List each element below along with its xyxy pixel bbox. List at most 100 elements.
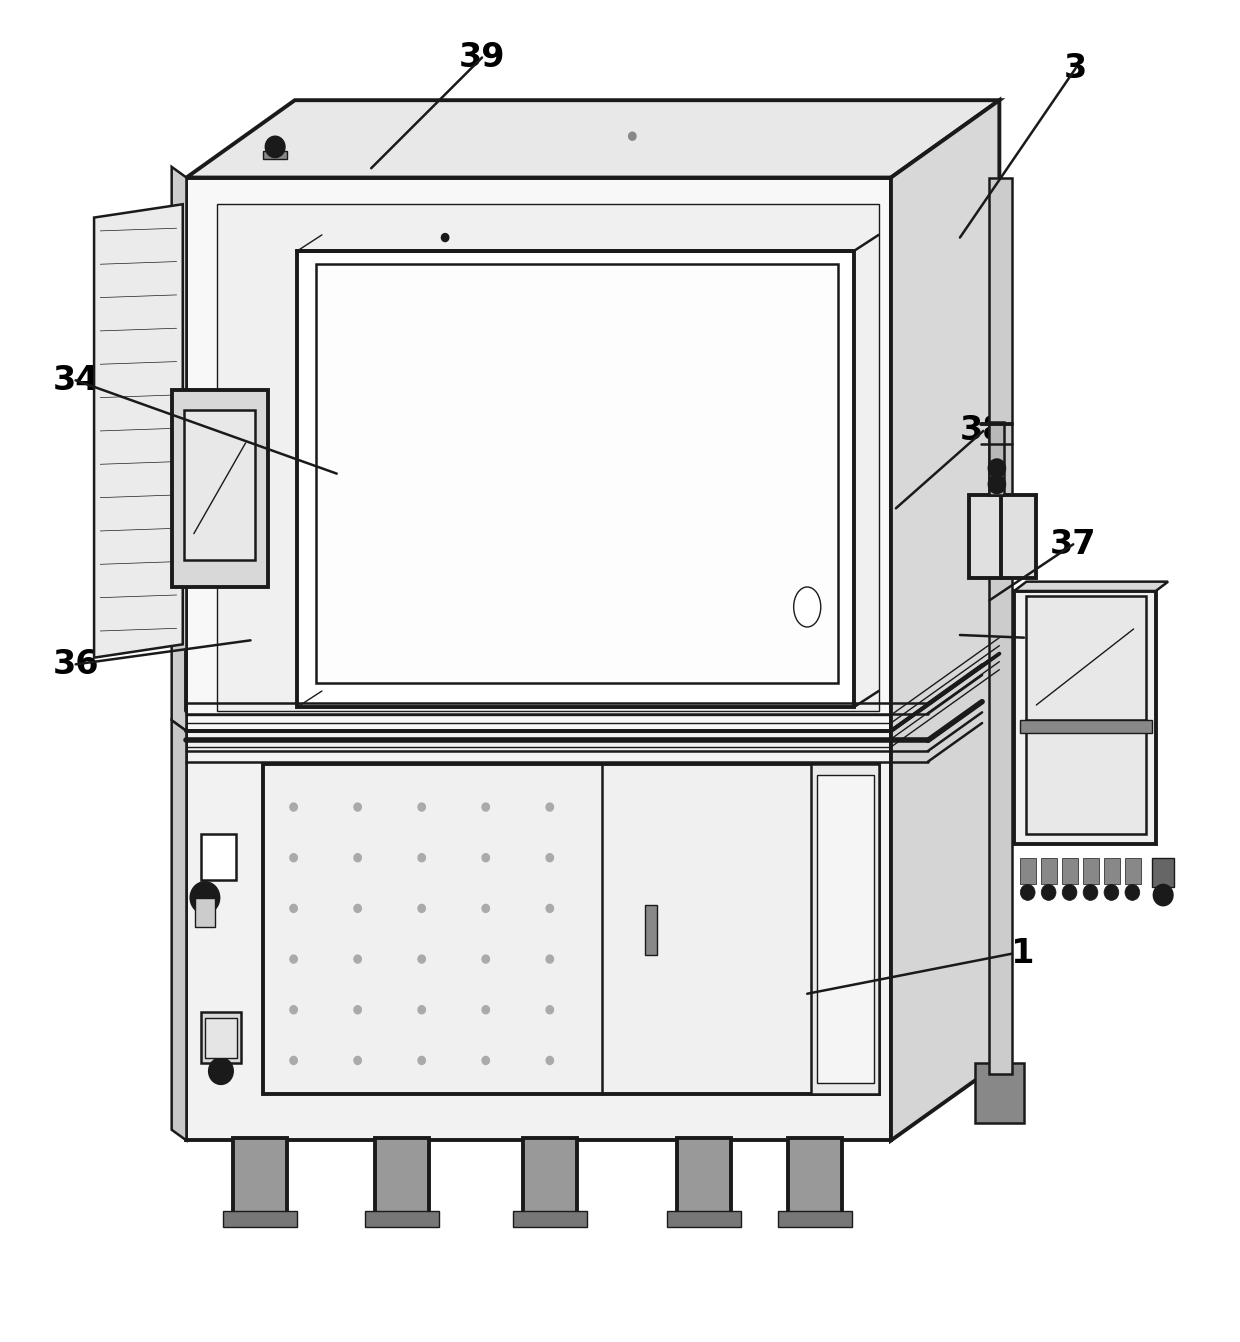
Circle shape [418,1056,425,1064]
Text: 36: 36 [52,648,99,680]
Circle shape [1104,884,1118,900]
Bar [1125,858,1141,884]
Circle shape [1063,884,1078,900]
Bar [667,1210,740,1227]
Bar [1021,719,1152,733]
Bar [201,833,236,880]
Circle shape [482,1005,490,1013]
Bar [223,1210,298,1227]
Circle shape [353,1056,361,1064]
Circle shape [1125,884,1140,900]
Polygon shape [171,166,186,731]
Bar [817,776,874,1083]
Bar [787,1138,842,1217]
Bar [811,765,879,1094]
Text: 35: 35 [1001,621,1048,654]
Circle shape [353,905,361,913]
Circle shape [190,882,219,914]
Circle shape [290,905,298,913]
Bar [1021,858,1037,884]
Circle shape [482,956,490,964]
Circle shape [546,803,553,811]
Circle shape [418,854,425,862]
Bar [1042,858,1058,884]
Bar [195,898,215,927]
Text: 3: 3 [1064,52,1087,85]
Circle shape [290,1005,298,1013]
Bar [316,264,838,683]
Circle shape [546,1005,553,1013]
Text: 39: 39 [459,42,506,74]
Circle shape [290,854,298,862]
Circle shape [418,803,425,811]
Polygon shape [1014,581,1168,590]
Bar [1027,719,1146,833]
Ellipse shape [794,586,821,627]
Bar [365,1210,439,1227]
Circle shape [482,854,490,862]
Bar [513,1210,587,1227]
Circle shape [1083,884,1097,900]
Bar [263,150,288,158]
Text: 31: 31 [988,937,1035,970]
Bar [205,1017,237,1057]
Bar [184,409,255,561]
Circle shape [290,956,298,964]
Polygon shape [186,177,892,731]
Bar [201,1012,241,1063]
Circle shape [629,133,636,140]
Circle shape [546,905,553,913]
Circle shape [418,905,425,913]
Circle shape [353,854,361,862]
Polygon shape [186,731,892,1141]
Polygon shape [94,204,182,658]
Polygon shape [171,721,186,1141]
Text: 38: 38 [960,415,1007,447]
Bar [1152,858,1174,887]
Circle shape [208,1057,233,1084]
Bar [523,1138,577,1217]
Circle shape [482,803,490,811]
Bar [1027,596,1146,723]
Bar [990,421,1004,495]
Circle shape [1153,884,1173,906]
Bar [1083,858,1099,884]
Circle shape [482,905,490,913]
Circle shape [290,803,298,811]
Circle shape [353,956,361,964]
Polygon shape [298,251,854,707]
Circle shape [290,1056,298,1064]
Bar [233,1138,288,1217]
Bar [374,1138,429,1217]
Bar [677,1138,730,1217]
Polygon shape [171,389,268,586]
Bar [990,177,1012,1074]
Circle shape [546,956,553,964]
Polygon shape [186,101,999,177]
Bar [975,1063,1024,1123]
Text: 34: 34 [52,364,99,397]
Circle shape [441,234,449,242]
Polygon shape [1014,590,1156,844]
Circle shape [1042,884,1056,900]
Circle shape [546,854,553,862]
Circle shape [546,1056,553,1064]
Circle shape [1021,884,1035,900]
Text: 37: 37 [1050,527,1096,561]
Circle shape [353,803,361,811]
Polygon shape [968,495,1037,577]
Bar [1104,858,1120,884]
Circle shape [353,1005,361,1013]
Circle shape [198,891,211,905]
Bar [1063,858,1079,884]
Circle shape [418,956,425,964]
Bar [645,905,657,956]
Circle shape [418,1005,425,1013]
Polygon shape [892,654,999,1141]
Polygon shape [217,204,879,711]
Circle shape [988,475,1006,494]
Polygon shape [892,101,999,731]
Circle shape [265,136,285,157]
Bar [777,1210,852,1227]
Circle shape [988,459,1006,478]
